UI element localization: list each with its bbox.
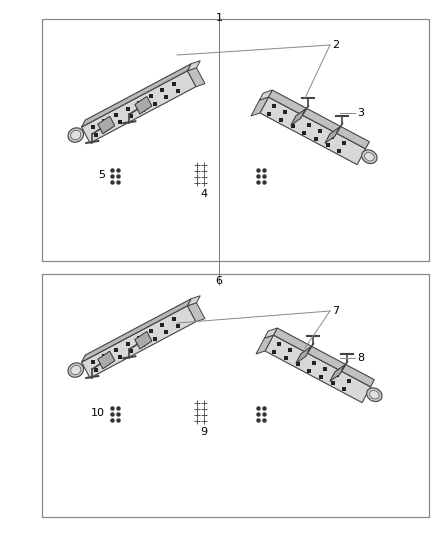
Bar bbox=[42, 19, 429, 261]
Text: 8: 8 bbox=[357, 353, 364, 363]
Polygon shape bbox=[187, 296, 200, 306]
Text: 7: 7 bbox=[332, 306, 339, 316]
Ellipse shape bbox=[68, 363, 84, 377]
Polygon shape bbox=[291, 109, 306, 125]
Polygon shape bbox=[256, 335, 273, 354]
Text: 9: 9 bbox=[201, 427, 208, 437]
Polygon shape bbox=[81, 71, 196, 143]
Polygon shape bbox=[98, 116, 115, 134]
Polygon shape bbox=[81, 298, 191, 362]
Polygon shape bbox=[260, 97, 366, 165]
Ellipse shape bbox=[68, 128, 84, 142]
Polygon shape bbox=[187, 68, 205, 87]
Polygon shape bbox=[330, 365, 345, 382]
Ellipse shape bbox=[362, 150, 377, 164]
Text: 3: 3 bbox=[357, 108, 364, 118]
Polygon shape bbox=[135, 332, 152, 349]
Polygon shape bbox=[259, 90, 272, 100]
Polygon shape bbox=[268, 90, 369, 149]
Text: 5: 5 bbox=[98, 170, 105, 180]
Text: 10: 10 bbox=[91, 408, 105, 418]
Polygon shape bbox=[81, 64, 191, 127]
Ellipse shape bbox=[367, 388, 382, 401]
Text: 4: 4 bbox=[201, 189, 208, 199]
Ellipse shape bbox=[370, 391, 379, 399]
Text: 6: 6 bbox=[215, 276, 223, 286]
Polygon shape bbox=[265, 335, 371, 402]
Bar bbox=[42, 274, 429, 517]
Polygon shape bbox=[187, 303, 205, 321]
Ellipse shape bbox=[364, 152, 374, 161]
Polygon shape bbox=[273, 328, 374, 387]
Polygon shape bbox=[187, 61, 200, 71]
Polygon shape bbox=[135, 96, 152, 114]
Ellipse shape bbox=[71, 131, 81, 140]
Polygon shape bbox=[98, 351, 115, 369]
Polygon shape bbox=[325, 127, 340, 143]
Text: 1: 1 bbox=[215, 13, 223, 23]
Ellipse shape bbox=[71, 365, 81, 375]
Text: 2: 2 bbox=[332, 40, 339, 50]
Polygon shape bbox=[296, 347, 311, 364]
Polygon shape bbox=[81, 306, 196, 378]
Polygon shape bbox=[251, 97, 268, 116]
Polygon shape bbox=[265, 328, 277, 338]
